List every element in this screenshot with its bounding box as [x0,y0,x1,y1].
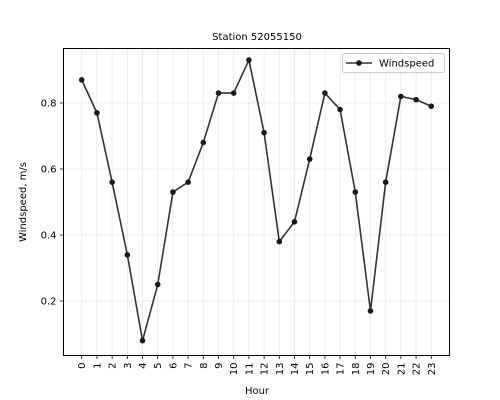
data-point-hour-12 [261,129,267,136]
x-tick-label-14: 14 [290,363,301,376]
data-point-hour-5 [154,281,161,288]
x-tick-label-4: 4 [138,363,149,369]
x-tick-label-11: 11 [244,363,255,376]
legend-label-windspeed: Windspeed [379,59,434,70]
data-point-hour-23 [428,103,435,110]
data-point-hour-14 [291,219,298,225]
data-point-hour-10 [230,90,237,96]
legend: Windspeed [342,53,445,73]
x-tick-label-2: 2 [108,363,119,369]
x-tick-label-17: 17 [336,363,347,376]
legend-box [342,53,445,73]
data-point-hour-4 [139,337,146,344]
y-tick-label-2: 0.6 [41,164,57,175]
data-point-hour-7 [185,179,191,185]
y-axis-label: Windspeed, m/s [18,162,29,242]
data-point-hour-21 [398,93,404,100]
y-tick-label-0: 0.2 [41,297,57,308]
data-point-hour-20 [382,179,389,185]
legend-marker-swatch [356,60,362,66]
x-tick-label-19: 19 [366,363,377,376]
x-tick-label-1: 1 [92,363,103,369]
data-point-hour-19 [367,308,374,314]
series-line-windspeed [81,59,432,342]
x-tick-label-8: 8 [199,363,210,369]
y-tick-label-1: 0.4 [41,231,57,242]
data-point-hour-8 [200,139,207,146]
data-point-hour-9 [215,90,222,96]
x-tick-label-5: 5 [153,363,164,369]
x-tick-label-10: 10 [229,363,240,376]
x-tick-label-18: 18 [351,363,362,376]
data-point-hour-18 [352,189,359,195]
tick-layer: 0 1 2 3 4 5 6 7 8 9 10 11 12 13 14 15 16 17 18 19 20 21 22 230.… [41,98,438,375]
data-point-hour-22 [413,96,419,103]
x-tick-label-12: 12 [260,363,271,376]
data-point-hour-1 [94,110,100,116]
data-point-hour-17 [337,106,343,113]
x-tick-label-15: 15 [305,363,316,376]
data-point-hour-15 [306,156,313,162]
grid-layer [63,48,450,356]
x-tick-label-21: 21 [396,363,407,376]
x-axis-label: Hour [245,386,270,397]
x-tick-label-0: 0 [77,363,88,369]
x-tick-label-9: 9 [214,363,225,369]
y-tick-label-3: 0.8 [41,98,57,109]
x-tick-label-13: 13 [275,363,286,376]
x-tick-label-3: 3 [123,363,134,369]
chart-title: Station 52055150 [212,32,302,43]
x-tick-label-6: 6 [168,363,179,369]
data-point-hour-11 [246,57,252,63]
x-tick-label-16: 16 [320,363,331,376]
data-point-hour-2 [109,179,115,185]
data-point-hour-0 [78,77,85,83]
data-point-hour-3 [124,252,131,258]
x-tick-label-7: 7 [184,363,195,369]
x-tick-label-22: 22 [412,363,423,376]
data-point-hour-13 [276,238,283,245]
x-tick-label-20: 20 [381,363,392,376]
plot-area [63,48,450,356]
x-tick-label-23: 23 [427,363,438,376]
data-point-hour-6 [170,189,176,195]
series-layer [78,57,435,344]
data-point-hour-16 [322,90,328,96]
